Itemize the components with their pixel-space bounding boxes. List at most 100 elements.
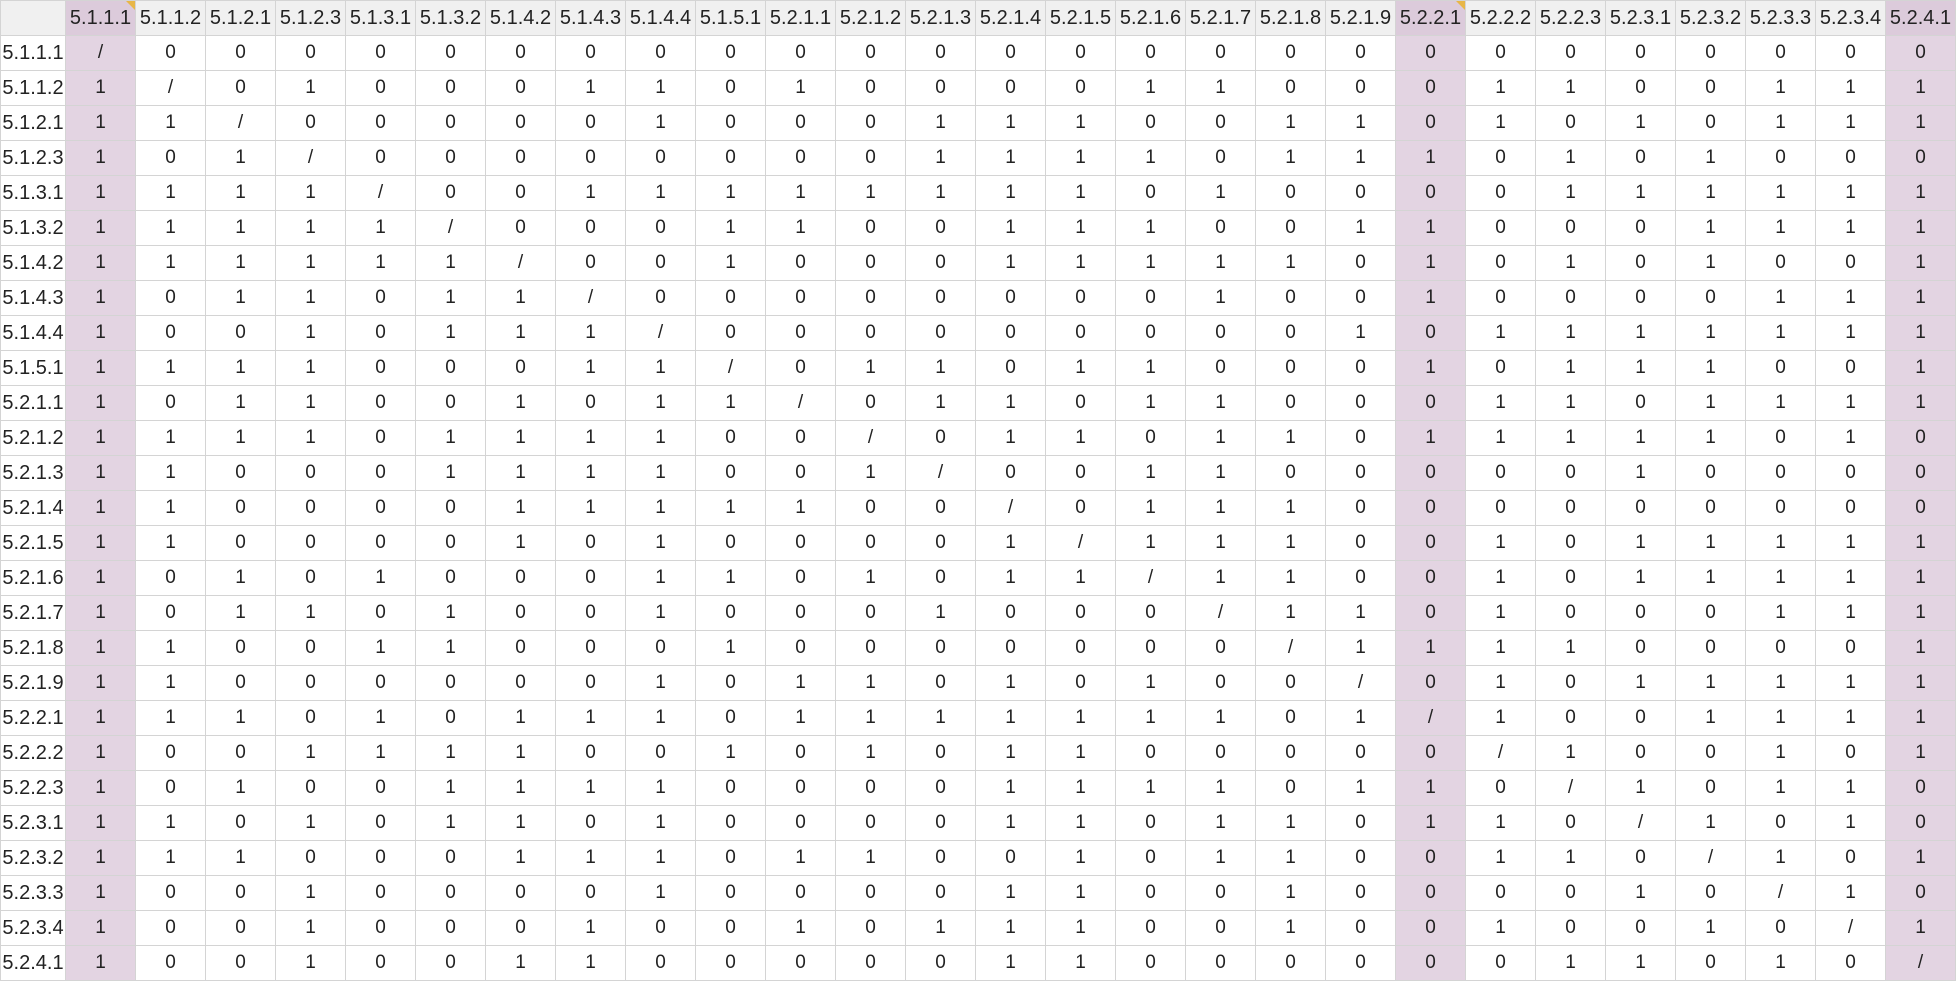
table-cell[interactable]: 0 xyxy=(1465,140,1536,176)
table-cell[interactable]: / xyxy=(1745,875,1816,911)
table-cell[interactable]: 1 xyxy=(205,140,276,176)
table-cell[interactable]: 1 xyxy=(205,420,276,456)
table-cell[interactable]: 1 xyxy=(625,770,696,806)
table-cell[interactable]: 0 xyxy=(485,875,556,911)
table-cell[interactable]: 1 xyxy=(65,910,136,946)
table-cell[interactable]: 0 xyxy=(1465,35,1536,71)
table-cell[interactable]: 0 xyxy=(1395,560,1466,596)
table-cell[interactable]: 1 xyxy=(1885,280,1956,316)
table-cell[interactable]: 1 xyxy=(625,490,696,526)
table-cell[interactable]: 1 xyxy=(1045,175,1116,211)
table-cell[interactable]: 0 xyxy=(345,875,416,911)
table-cell[interactable]: 1 xyxy=(625,665,696,701)
table-cell[interactable]: 1 xyxy=(205,595,276,631)
table-cell[interactable]: 1 xyxy=(1325,595,1396,631)
table-cell[interactable]: / xyxy=(1885,945,1956,981)
table-cell[interactable]: 0 xyxy=(1535,35,1606,71)
table-cell[interactable]: 0 xyxy=(1885,805,1956,841)
table-cell[interactable]: 1 xyxy=(1605,105,1676,141)
table-cell[interactable]: 1 xyxy=(1675,245,1746,281)
table-cell[interactable]: 1 xyxy=(1115,210,1186,246)
table-cell[interactable]: 1 xyxy=(205,280,276,316)
table-cell[interactable]: 0 xyxy=(345,350,416,386)
table-cell[interactable]: 1 xyxy=(1885,665,1956,701)
table-cell[interactable]: 0 xyxy=(415,140,486,176)
table-cell[interactable]: 1 xyxy=(555,700,626,736)
table-cell[interactable]: 1 xyxy=(1395,805,1466,841)
table-cell[interactable]: 0 xyxy=(765,630,836,666)
table-cell[interactable]: 0 xyxy=(555,245,626,281)
table-cell[interactable]: / xyxy=(345,175,416,211)
table-cell[interactable]: 0 xyxy=(205,665,276,701)
column-header[interactable]: 5.1.3.2 xyxy=(415,0,486,36)
table-cell[interactable]: 1 xyxy=(1675,665,1746,701)
table-cell[interactable]: 0 xyxy=(275,840,346,876)
table-cell[interactable]: 1 xyxy=(1675,525,1746,561)
table-cell[interactable]: 0 xyxy=(135,910,206,946)
table-cell[interactable]: 1 xyxy=(1815,595,1886,631)
table-cell[interactable]: 0 xyxy=(135,35,206,71)
table-cell[interactable]: 0 xyxy=(555,210,626,246)
table-cell[interactable]: 0 xyxy=(345,105,416,141)
table-cell[interactable]: 1 xyxy=(1185,525,1256,561)
row-label-cell[interactable]: 5.2.3.2 xyxy=(0,840,66,876)
table-cell[interactable]: 0 xyxy=(415,350,486,386)
table-cell[interactable]: 0 xyxy=(1045,315,1116,351)
table-cell[interactable]: 0 xyxy=(1605,35,1676,71)
table-cell[interactable]: 1 xyxy=(835,560,906,596)
table-cell[interactable]: 0 xyxy=(1325,280,1396,316)
table-cell[interactable]: 0 xyxy=(975,840,1046,876)
table-cell[interactable]: 0 xyxy=(1255,665,1326,701)
table-cell[interactable]: 0 xyxy=(765,525,836,561)
table-cell[interactable]: 1 xyxy=(135,245,206,281)
table-cell[interactable]: 1 xyxy=(135,455,206,491)
table-cell[interactable]: 0 xyxy=(555,525,626,561)
table-cell[interactable]: 0 xyxy=(1395,70,1466,106)
table-cell[interactable]: 1 xyxy=(625,595,696,631)
table-cell[interactable]: 0 xyxy=(1885,875,1956,911)
table-cell[interactable]: 0 xyxy=(1115,735,1186,771)
table-cell[interactable]: 0 xyxy=(1675,455,1746,491)
row-label-cell[interactable]: 5.1.1.2 xyxy=(0,70,66,106)
table-cell[interactable]: 1 xyxy=(835,175,906,211)
table-cell[interactable]: 0 xyxy=(765,315,836,351)
table-cell[interactable]: 0 xyxy=(1815,245,1886,281)
table-cell[interactable]: 0 xyxy=(275,770,346,806)
table-cell[interactable]: 1 xyxy=(415,770,486,806)
table-cell[interactable]: 1 xyxy=(1255,420,1326,456)
table-cell[interactable]: 0 xyxy=(135,140,206,176)
table-cell[interactable]: 0 xyxy=(1255,770,1326,806)
table-cell[interactable]: 0 xyxy=(1885,140,1956,176)
table-cell[interactable]: 1 xyxy=(1185,420,1256,456)
table-cell[interactable]: 1 xyxy=(695,210,766,246)
row-label-cell[interactable]: 5.2.1.2 xyxy=(0,420,66,456)
table-cell[interactable]: 1 xyxy=(1535,140,1606,176)
table-cell[interactable]: 1 xyxy=(205,350,276,386)
table-cell[interactable]: 0 xyxy=(1325,735,1396,771)
table-cell[interactable]: 0 xyxy=(835,70,906,106)
table-cell[interactable]: 1 xyxy=(65,805,136,841)
table-cell[interactable]: 1 xyxy=(1815,560,1886,596)
table-cell[interactable]: / xyxy=(905,455,976,491)
table-cell[interactable]: 1 xyxy=(65,385,136,421)
table-cell[interactable]: 1 xyxy=(1815,420,1886,456)
table-cell[interactable]: 0 xyxy=(275,490,346,526)
table-cell[interactable]: 0 xyxy=(695,805,766,841)
table-cell[interactable]: 0 xyxy=(135,945,206,981)
table-cell[interactable]: 1 xyxy=(555,945,626,981)
table-cell[interactable]: 1 xyxy=(275,315,346,351)
table-cell[interactable]: 1 xyxy=(835,700,906,736)
row-label-cell[interactable]: 5.2.3.1 xyxy=(0,805,66,841)
table-cell[interactable]: / xyxy=(1185,595,1256,631)
table-cell[interactable]: 1 xyxy=(625,525,696,561)
table-cell[interactable]: 0 xyxy=(1395,315,1466,351)
table-cell[interactable]: 1 xyxy=(65,525,136,561)
table-cell[interactable]: 0 xyxy=(1605,385,1676,421)
table-cell[interactable]: 1 xyxy=(1605,560,1676,596)
table-cell[interactable]: 1 xyxy=(485,735,556,771)
table-cell[interactable]: 0 xyxy=(555,595,626,631)
table-cell[interactable]: 0 xyxy=(835,945,906,981)
table-cell[interactable]: 1 xyxy=(695,630,766,666)
table-cell[interactable]: 0 xyxy=(485,350,556,386)
table-cell[interactable]: 0 xyxy=(1535,700,1606,736)
